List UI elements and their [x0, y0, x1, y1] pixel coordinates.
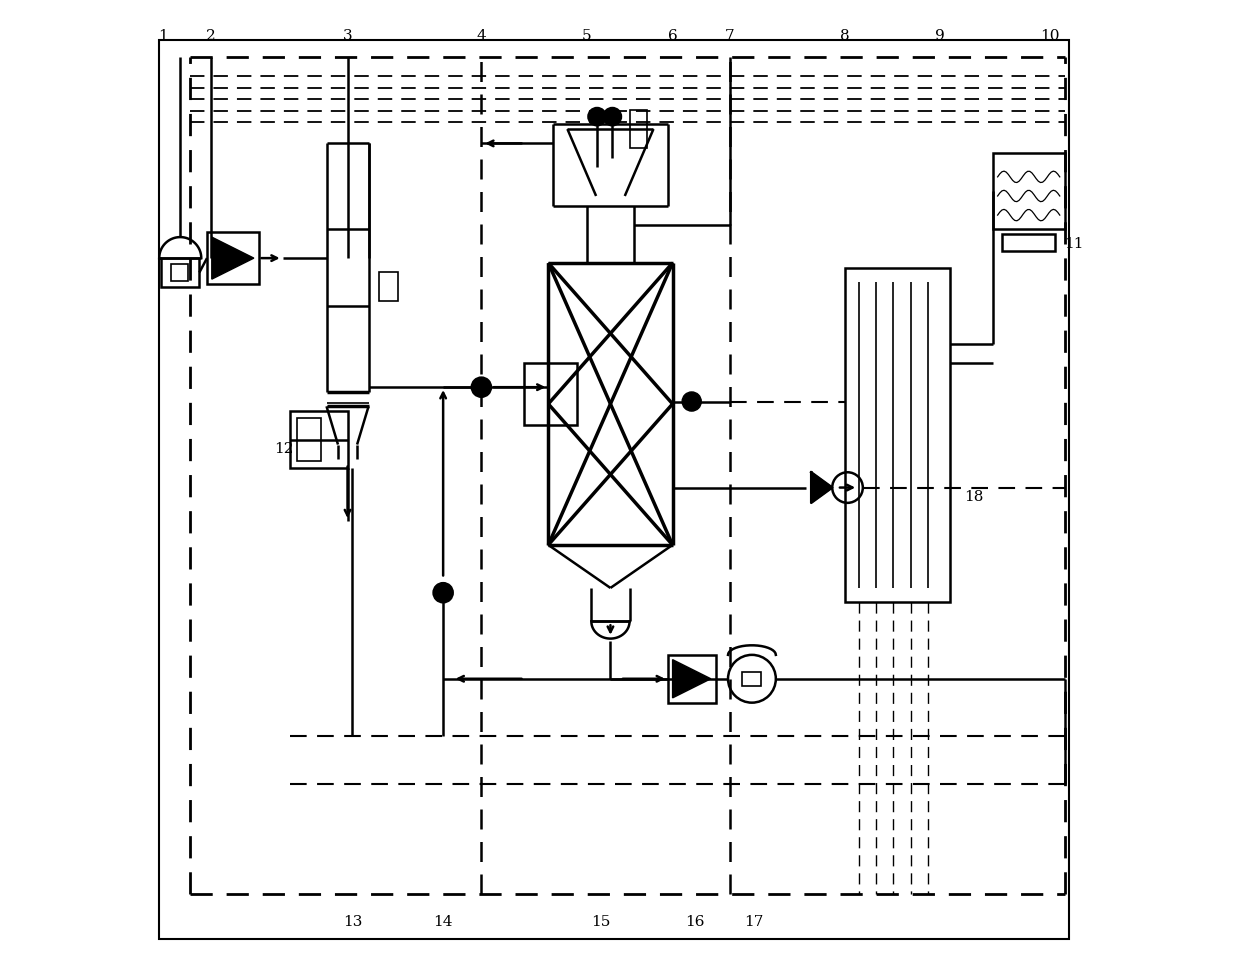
- Bar: [207, 232, 259, 284]
- Bar: [630, 110, 647, 148]
- Bar: [668, 655, 715, 703]
- Circle shape: [682, 392, 702, 411]
- Text: 15: 15: [591, 915, 610, 928]
- Text: 11: 11: [1064, 237, 1084, 250]
- Circle shape: [434, 583, 453, 602]
- Polygon shape: [811, 472, 832, 503]
- Text: 1: 1: [159, 30, 167, 43]
- Bar: [161, 258, 200, 287]
- Bar: [379, 272, 398, 301]
- Text: 13: 13: [342, 915, 362, 928]
- Circle shape: [471, 378, 491, 397]
- Text: 2: 2: [206, 30, 216, 43]
- Polygon shape: [212, 237, 254, 279]
- Circle shape: [589, 108, 605, 125]
- Text: 7: 7: [725, 30, 735, 43]
- Text: 16: 16: [684, 915, 704, 928]
- Bar: [171, 264, 188, 281]
- Text: 9: 9: [935, 30, 945, 43]
- Text: 12: 12: [274, 443, 293, 456]
- Text: 3: 3: [342, 30, 352, 43]
- Text: 4: 4: [476, 30, 486, 43]
- Text: 14: 14: [434, 915, 453, 928]
- Text: 10: 10: [1040, 30, 1060, 43]
- Circle shape: [604, 108, 621, 125]
- Text: 6: 6: [667, 30, 677, 43]
- Text: 5: 5: [582, 30, 591, 43]
- Bar: [844, 268, 950, 602]
- Bar: [993, 153, 1064, 229]
- Text: 18: 18: [963, 490, 983, 504]
- Bar: [1002, 234, 1055, 251]
- Text: 8: 8: [839, 30, 849, 43]
- Bar: [743, 671, 761, 686]
- Bar: [525, 363, 577, 425]
- Bar: [296, 418, 321, 461]
- Bar: [290, 411, 347, 468]
- Polygon shape: [672, 660, 711, 698]
- Text: 17: 17: [744, 915, 764, 928]
